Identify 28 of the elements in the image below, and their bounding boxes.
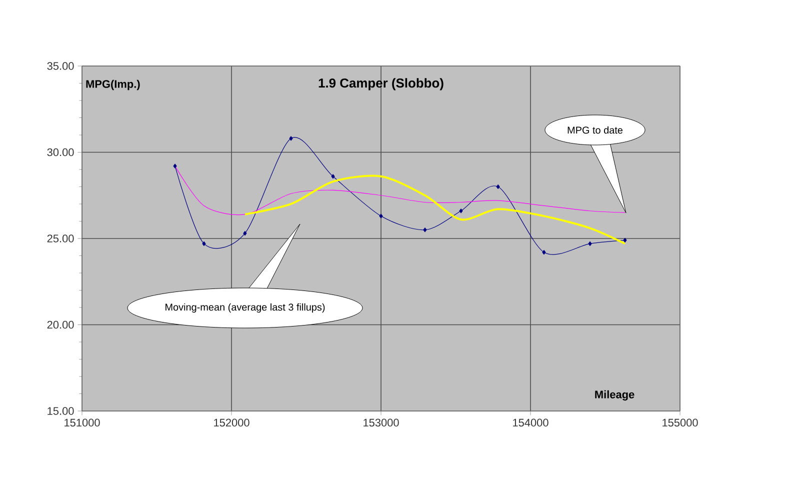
x-tick-label: 154000 [513,418,548,427]
point [542,250,546,255]
text: 1.9 Camper (Slobbo) [318,78,444,90]
point [202,241,206,246]
y-tick-label: 20.00 [47,320,74,329]
y-tick-label: 15.00 [48,407,74,415]
y-tick-label: 25.00 [47,234,74,242]
x-axis-title: Mileage [595,390,634,401]
point [588,241,592,246]
point [423,228,427,232]
y-tick-label: 35.00 [47,62,74,70]
point [243,231,247,236]
point [496,184,500,190]
y-axis-title: MPG(Imp.) [86,80,140,90]
x-tick-label: 155000 [662,418,698,427]
point [289,136,293,141]
x-tick-label: 152000 [214,418,250,427]
point [459,208,463,214]
point [623,238,627,243]
line-series [244,174,626,245]
annotation: MPG to date [568,126,623,134]
x-tick-label: 151000 [64,418,100,427]
annotation: Moving-mean (average last 3 fillups) [166,303,325,313]
y-tick-label: 30.00 [47,148,74,156]
point [379,214,383,218]
point [331,174,335,179]
x-tick-label: 153000 [364,418,399,427]
point [173,164,177,168]
